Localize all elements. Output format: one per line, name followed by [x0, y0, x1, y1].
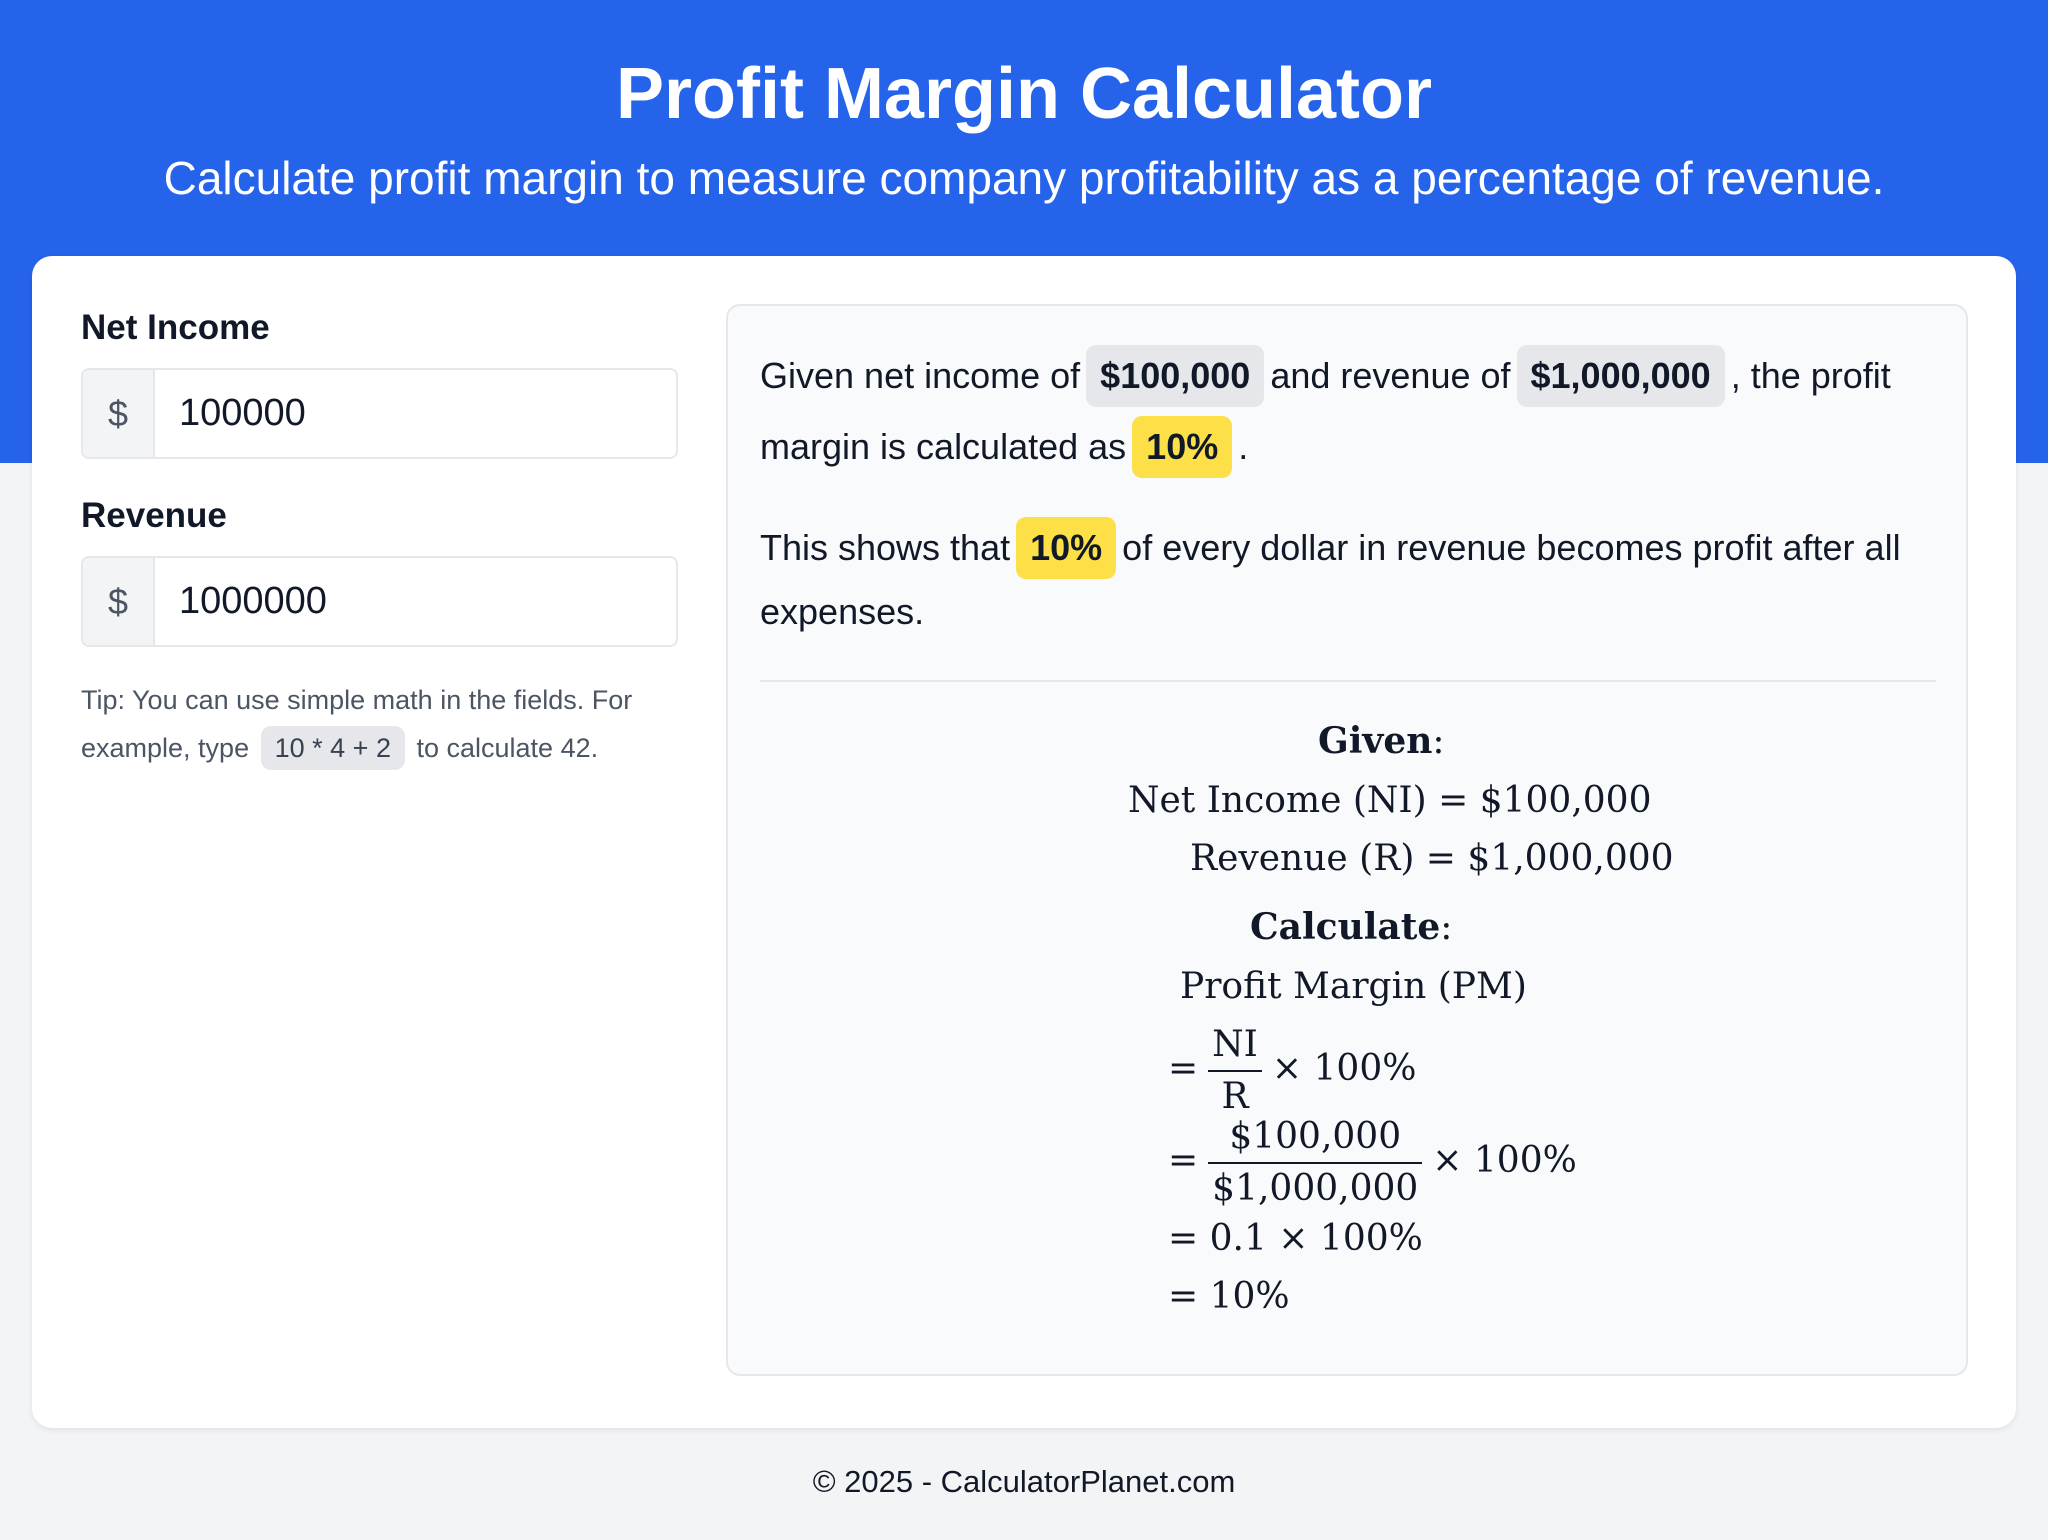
times-100: × 100% [1432, 1140, 1577, 1181]
fraction-numerator: $100,000 [1229, 1116, 1402, 1157]
calculate-heading: Calculate: [1250, 906, 1453, 948]
explanation-text: This shows that [760, 527, 1011, 568]
formula-step-2: = $100,000 $1,000,000 × 100% [1168, 1114, 1577, 1212]
dollar-prefix: $ [83, 370, 155, 457]
calculate-label: Calculate [1250, 906, 1441, 948]
summary-text: , the profit margin is calculated as [760, 355, 1891, 467]
fraction-bar [1208, 1162, 1423, 1164]
profit-margin-label: Profit Margin (PM) [1180, 966, 1527, 1007]
equals-sign: = [1168, 1048, 1199, 1089]
revenue-field[interactable]: $ 1000000 [81, 556, 678, 647]
fraction-bar [1208, 1070, 1262, 1072]
tip-after: to calculate 42. [416, 733, 599, 763]
income-pill: $100,000 [1086, 345, 1265, 407]
result-summary: Given net income of $100,000 and revenue o… [760, 340, 1940, 482]
dollar-prefix: $ [83, 558, 155, 645]
formula-step-3: = 0.1 × 100% [1168, 1218, 1423, 1259]
margin-pill: 10% [1016, 517, 1117, 579]
revenue-input[interactable]: 1000000 [179, 580, 327, 622]
given-heading: Given: [1318, 720, 1445, 762]
equals-sign: = [1168, 1140, 1199, 1181]
net-income-label: Net Income [81, 308, 270, 347]
given-net-income: Net Income (NI) = $100,000 [1128, 780, 1652, 821]
fraction-denominator: R [1221, 1076, 1249, 1117]
given-label: Given [1318, 720, 1433, 762]
tip-text: Tip: You can use simple math in the fiel… [81, 676, 681, 772]
fraction-denominator: $1,000,000 [1212, 1168, 1419, 1209]
net-income-field[interactable]: $ 100000 [81, 368, 678, 459]
summary-text: and revenue of [1270, 355, 1511, 396]
footer-copyright: © 2025 - CalculatorPlanet.com [812, 1464, 1236, 1499]
times-100: × 100% [1271, 1048, 1417, 1089]
formula-step-1: = NI R × 100% [1168, 1022, 1416, 1120]
given-revenue: Revenue (R) = $1,000,000 [1190, 838, 1674, 879]
margin-pill: 10% [1132, 416, 1233, 478]
revenue-pill: $1,000,000 [1516, 345, 1725, 407]
calculator-card: Net Income $ 100000 Revenue $ 1000000 Ti… [32, 256, 2016, 1428]
net-income-input[interactable]: 100000 [179, 392, 306, 434]
fraction-values: $100,000 $1,000,000 [1208, 1114, 1423, 1212]
tip-code: 10 * 4 + 2 [260, 726, 405, 770]
tip-before: Tip: You can use simple math in the fiel… [81, 685, 633, 763]
divider [760, 680, 1936, 682]
result-explanation: This shows that 10% of every dollar in rev… [760, 516, 1940, 644]
formula-step-4: = 10% [1168, 1276, 1290, 1317]
revenue-label: Revenue [81, 496, 227, 535]
page-title: Profit Margin Calculator [615, 54, 1433, 134]
fraction-numerator: NI [1212, 1024, 1258, 1065]
explanation-text: of every dollar in revenue becomes profi… [760, 527, 1901, 632]
result-panel: Given net income of $100,000 and revenue o… [726, 304, 1968, 1376]
page-subtitle: Calculate profit margin to measure compa… [163, 152, 1885, 204]
summary-text: . [1238, 426, 1249, 467]
summary-text: Given net income of [760, 355, 1081, 396]
fraction-ni-r: NI R [1208, 1022, 1262, 1120]
